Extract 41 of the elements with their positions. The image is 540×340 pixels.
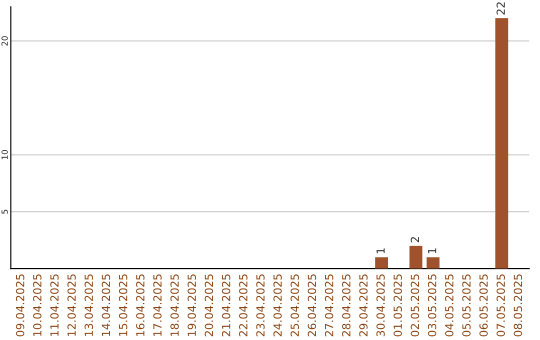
y-tick-label: 10 <box>1 150 8 160</box>
x-tick-label: 05.05.2025 <box>462 274 471 336</box>
x-tick-label: 27.04.2025 <box>324 274 334 336</box>
x-tick-label: 11.04.2025 <box>50 274 59 336</box>
data-label: 22 <box>496 2 505 15</box>
x-tick-label: 03.05.2025 <box>428 274 436 336</box>
x-tick-label: 20.04.2025 <box>204 274 214 336</box>
x-tick-label: 28.04.2025 <box>342 274 350 336</box>
x-tick-label: 04.05.2025 <box>445 274 454 336</box>
x-tick-label: 10.04.2025 <box>33 274 42 336</box>
y-tick-label: 5 <box>2 210 8 214</box>
data-label: 1 <box>428 248 436 254</box>
y-tick-label: 20 <box>1 36 8 46</box>
x-tick-label: 26.04.2025 <box>308 274 316 336</box>
x-tick-label: 01.05.2025 <box>394 274 402 336</box>
x-tick-label: 13.04.2025 <box>84 274 93 336</box>
x-tick-label: 19.04.2025 <box>188 274 196 336</box>
x-tick-label: 06.05.2025 <box>479 274 488 336</box>
x-tick-label: 24.04.2025 <box>273 274 282 336</box>
x-tick-label: 17.04.2025 <box>153 274 162 336</box>
x-tick-label: 02.05.2025 <box>410 274 420 336</box>
x-tick-label: 15.04.2025 <box>118 274 128 336</box>
x-tick-label: 09.04.2025 <box>16 274 24 336</box>
bar <box>426 257 440 269</box>
x-tick-label: 21.04.2025 <box>222 274 230 336</box>
data-label: 1 <box>376 248 385 254</box>
x-tick-label: 30.04.2025 <box>376 274 385 336</box>
x-tick-label: 25.04.2025 <box>290 274 299 336</box>
data-label: 2 <box>410 237 419 242</box>
x-tick-label: 16.04.2025 <box>136 274 144 336</box>
bar <box>375 257 388 269</box>
x-tick-label: 14.04.2025 <box>102 274 110 336</box>
x-tick-label: 07.05.2025 <box>496 274 505 336</box>
x-tick-label: 29.04.2025 <box>359 274 368 336</box>
x-tick-label: 22.04.2025 <box>239 274 248 336</box>
bar <box>495 18 508 269</box>
x-tick-label: 23.04.2025 <box>256 274 265 336</box>
x-tick-label: 18.04.2025 <box>170 274 179 336</box>
bar <box>409 246 422 269</box>
x-tick-label: 12.04.2025 <box>67 274 76 336</box>
x-tick-label: 08.05.2025 <box>514 274 522 336</box>
